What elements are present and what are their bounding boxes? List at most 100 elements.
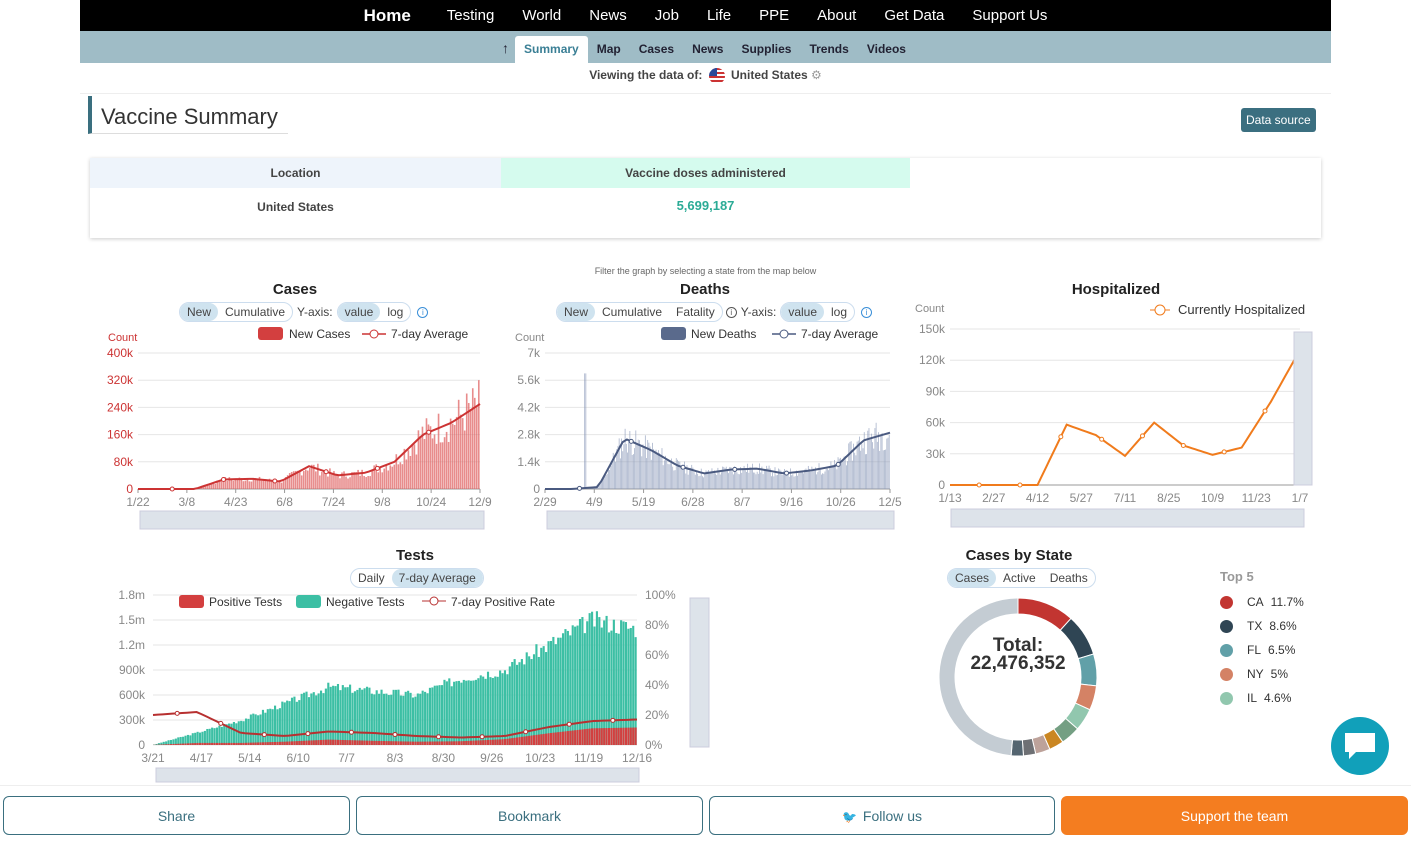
bar xyxy=(578,488,580,489)
pos-bar xyxy=(428,741,431,745)
bar xyxy=(276,482,279,489)
bar xyxy=(429,426,432,489)
bar xyxy=(437,413,440,489)
bar xyxy=(421,426,424,489)
tab-map[interactable]: Map xyxy=(596,42,621,56)
info-icon[interactable]: i xyxy=(725,306,737,318)
bar xyxy=(841,463,843,489)
bar xyxy=(691,464,693,489)
x-tick-label: 4/23 xyxy=(224,495,248,509)
cases-log-tab[interactable]: log xyxy=(387,305,404,319)
nav-item-testing[interactable]: Testing xyxy=(446,7,495,24)
bar xyxy=(399,462,402,489)
tab-supplies[interactable]: Supplies xyxy=(741,42,792,56)
tab-trends[interactable]: Trends xyxy=(809,42,849,56)
pos-bar xyxy=(232,742,235,745)
info-icon[interactable]: i xyxy=(861,306,873,318)
nav-item-life[interactable]: Life xyxy=(706,7,732,24)
tests-avg-tab[interactable]: 7-day Average xyxy=(391,569,483,587)
x-tick-label: 10/26 xyxy=(826,495,856,509)
nav-item-get-data[interactable]: Get Data xyxy=(884,7,945,24)
bar xyxy=(835,463,837,489)
bar xyxy=(331,474,333,489)
bar xyxy=(819,469,821,489)
data-source-button[interactable]: Data source xyxy=(1241,108,1316,132)
states-active-tab[interactable]: Active xyxy=(1003,571,1036,585)
bar xyxy=(692,467,694,489)
pos-bar xyxy=(411,741,415,745)
cases-cumulative-tab[interactable]: Cumulative xyxy=(225,305,286,319)
top5-row[interactable]: TX 8.6% xyxy=(1220,614,1304,638)
neg-bar xyxy=(532,654,536,745)
neg-bar xyxy=(496,676,499,745)
pos-bar xyxy=(382,741,386,745)
neg-bar xyxy=(230,723,233,745)
bar xyxy=(800,471,802,489)
support-button[interactable]: Support the team xyxy=(1061,796,1408,835)
top5-row[interactable]: FL 6.5% xyxy=(1220,638,1304,662)
share-button[interactable]: Share xyxy=(3,796,350,835)
pos-bar xyxy=(346,740,349,745)
top5-row[interactable]: CA 11.7% xyxy=(1220,590,1304,614)
nav-item-world[interactable]: World xyxy=(522,7,562,24)
bar xyxy=(599,482,601,489)
pos-bar xyxy=(477,740,480,745)
states-cases-tab[interactable]: Cases xyxy=(948,569,997,587)
deaths-fatality-tab[interactable]: Fatality xyxy=(676,305,715,319)
pos-bar xyxy=(259,742,262,745)
bar xyxy=(579,488,581,489)
neg-bar xyxy=(542,646,545,745)
bar xyxy=(803,473,804,489)
top5-row[interactable]: IL 4.6% xyxy=(1220,686,1304,710)
avg-point xyxy=(577,485,582,491)
bar xyxy=(300,475,303,489)
tab-summary[interactable]: Summary xyxy=(515,36,588,63)
nav-item-job[interactable]: Job xyxy=(654,7,679,24)
bar xyxy=(648,442,650,489)
bar xyxy=(785,472,787,489)
pos-bar xyxy=(479,740,482,745)
bar xyxy=(863,432,865,489)
deaths-value-tab[interactable]: value xyxy=(781,303,824,321)
bar xyxy=(775,475,777,489)
chat-button[interactable] xyxy=(1331,717,1389,775)
tab-news[interactable]: News xyxy=(692,42,724,56)
nav-item-support-us[interactable]: Support Us xyxy=(972,7,1048,24)
x-tick-label: 7/11 xyxy=(1114,491,1137,505)
neg-bar xyxy=(261,709,265,745)
tests-daily-tab[interactable]: Daily xyxy=(358,571,385,585)
gear-icon[interactable]: ⚙ xyxy=(811,68,822,83)
top5-row[interactable]: NY 5% xyxy=(1220,662,1304,686)
nav-item-about[interactable]: About xyxy=(817,7,857,24)
bar xyxy=(655,449,657,489)
nav-item-home[interactable]: Home xyxy=(363,5,411,25)
states-deaths-tab[interactable]: Deaths xyxy=(1049,571,1088,585)
up-arrow-icon[interactable]: ↑ xyxy=(502,40,510,56)
pos-bar xyxy=(499,739,502,745)
nav-item-news[interactable]: News xyxy=(589,7,627,24)
deaths-log-tab[interactable]: log xyxy=(831,305,848,319)
bar xyxy=(465,393,468,489)
bar xyxy=(718,470,720,489)
y-tick-label: 320k xyxy=(107,373,134,387)
info-icon[interactable]: i xyxy=(417,306,429,318)
header-doses: Vaccine doses administered xyxy=(501,158,910,188)
bar xyxy=(728,473,729,489)
nav-item-ppe[interactable]: PPE xyxy=(759,7,790,24)
country-name[interactable]: United States xyxy=(731,68,808,83)
bar xyxy=(377,472,380,489)
bar xyxy=(680,467,682,489)
follow-button[interactable]: 🐦 Follow us xyxy=(709,796,1055,835)
neg-bar xyxy=(257,715,260,745)
y-tick-label: 900k xyxy=(119,663,146,677)
deaths-cumulative-tab[interactable]: Cumulative xyxy=(602,305,663,319)
tab-cases[interactable]: Cases xyxy=(638,42,675,56)
bar xyxy=(882,450,884,489)
deaths-new-tab[interactable]: New xyxy=(557,303,596,321)
cases-new-tab[interactable]: New xyxy=(180,303,219,321)
bar xyxy=(309,467,311,489)
cases-value-tab[interactable]: value xyxy=(337,303,381,321)
bookmark-button[interactable]: Bookmark xyxy=(356,796,703,835)
tab-videos[interactable]: Videos xyxy=(866,42,906,56)
legend-dot xyxy=(1220,643,1233,657)
